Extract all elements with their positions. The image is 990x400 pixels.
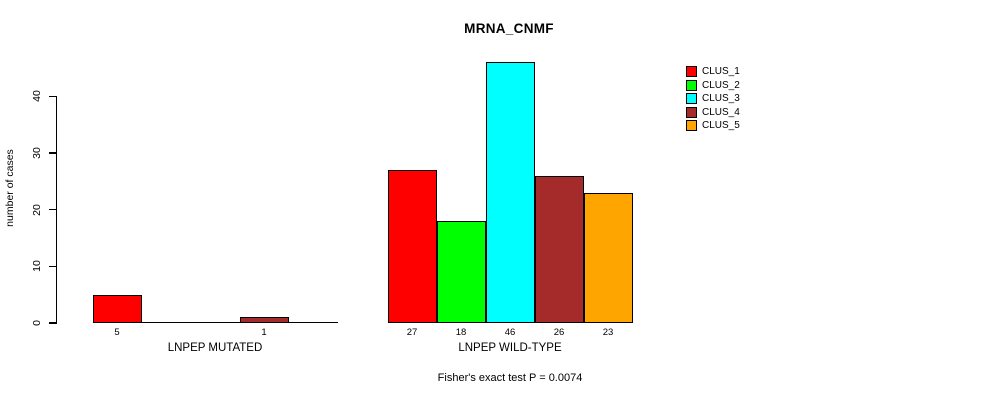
bar-value-label: 27 <box>406 327 418 338</box>
legend-label: CLUS_3 <box>702 93 740 105</box>
legend-label: CLUS_4 <box>702 106 740 118</box>
y-tick <box>48 152 56 154</box>
legend-item-clus_3: CLUS_3 <box>686 93 740 105</box>
legend-swatch-clus_4 <box>686 106 697 118</box>
legend-swatch-clus_1 <box>686 66 697 77</box>
legend-label: CLUS_1 <box>702 66 740 77</box>
y-tick-label: 0 <box>31 320 43 326</box>
x-group-label-wildtype: LNPEP WILD-TYPE <box>458 342 562 354</box>
bar-clus_5-group2 <box>583 192 633 323</box>
legend-swatch-clus_3 <box>686 93 697 105</box>
bar-value-label: 1 <box>261 327 267 338</box>
legend-swatch-clus_5 <box>686 120 697 132</box>
legend-label: CLUS_5 <box>702 120 740 132</box>
bar-clus_3-group2 <box>485 62 535 323</box>
bar-clus_1-group2 <box>387 169 437 323</box>
y-tick <box>48 208 56 211</box>
legend-label: CLUS_2 <box>702 79 740 91</box>
legend-item-clus_5: CLUS_5 <box>686 120 740 132</box>
chart-title: MRNA_CNMF <box>464 21 554 36</box>
caption-fisher-test: Fisher's exact test P = 0.0074 <box>437 372 583 384</box>
legend-item-clus_4: CLUS_4 <box>686 106 740 118</box>
y-tick <box>48 322 56 324</box>
y-tick-label: 30 <box>31 147 43 159</box>
bar-clus_1-group1 <box>92 294 142 323</box>
bar-clus_4-group2 <box>534 175 584 323</box>
bar-value-label: 5 <box>114 327 120 338</box>
y-tick-label: 40 <box>31 90 43 103</box>
legend-item-clus_1: CLUS_1 <box>686 66 740 77</box>
x-group-label-mutated: LNPEP MUTATED <box>167 342 263 354</box>
bar-value-label: 26 <box>553 327 565 338</box>
bar-value-label: 18 <box>455 327 467 338</box>
x-baseline-group1 <box>92 321 338 323</box>
y-tick-label: 20 <box>31 203 43 216</box>
y-tick <box>48 95 56 98</box>
y-tick <box>48 265 56 268</box>
legend-swatch-clus_2 <box>686 79 697 91</box>
bar-clus_2-group2 <box>436 220 486 323</box>
x-baseline-group2 <box>387 321 633 323</box>
bar-value-label: 23 <box>602 327 614 338</box>
bar-value-label: 46 <box>504 327 516 338</box>
legend-item-clus_2: CLUS_2 <box>686 79 740 91</box>
y-tick-label: 10 <box>31 260 43 273</box>
y-axis-line <box>55 95 57 324</box>
legend: CLUS_1 CLUS_2 CLUS_3 CLUS_4 CLUS_5 <box>686 66 740 132</box>
